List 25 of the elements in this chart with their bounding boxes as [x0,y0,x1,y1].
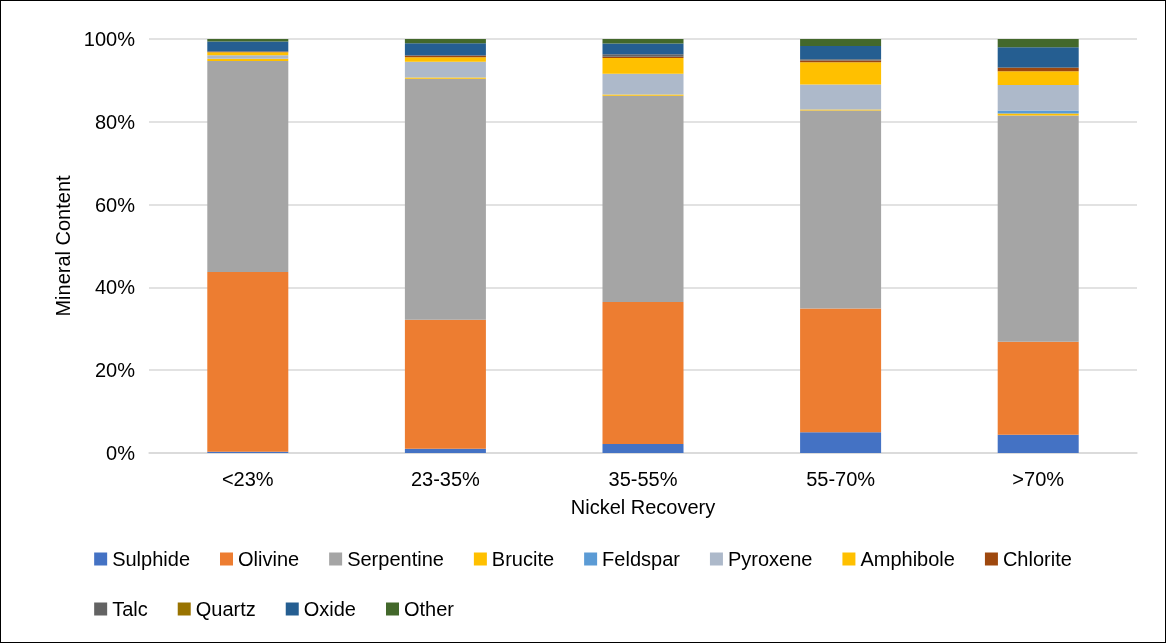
y-tick-label: 60% [94,193,136,216]
legend-label: Other [403,598,455,620]
legend-label: Serpentine [347,548,444,570]
legend-label: Amphibole [860,548,955,570]
legend-label: Quartz [195,598,256,620]
x-tick-label: 35-55% [608,468,678,490]
y-tick-label: 100% [83,28,136,50]
y-axis-title: Mineral Content [51,174,74,317]
legend-label: Talc [112,598,148,620]
x-axis-title: Nickel Recovery [570,496,716,518]
legend-label: Olivine [238,548,300,570]
x-tick-label: <23% [221,468,274,490]
legend-label: Oxide [303,598,356,620]
legend-label: Sulphide [112,548,190,570]
y-tick-label: 0% [106,442,136,464]
legend-label: Chlorite [1002,548,1072,570]
x-tick-label: >70% [1012,468,1065,490]
y-tick-label: 80% [94,110,136,133]
legend-label: Brucite [491,548,555,570]
legend-label: Feldspar [602,548,681,570]
y-tick-label: 40% [94,276,136,299]
legend-label: Pyroxene [727,548,813,570]
x-tick-label: 23-35% [410,468,481,490]
y-tick-label: 20% [94,359,136,382]
x-tick-label: 55-70% [806,468,876,490]
